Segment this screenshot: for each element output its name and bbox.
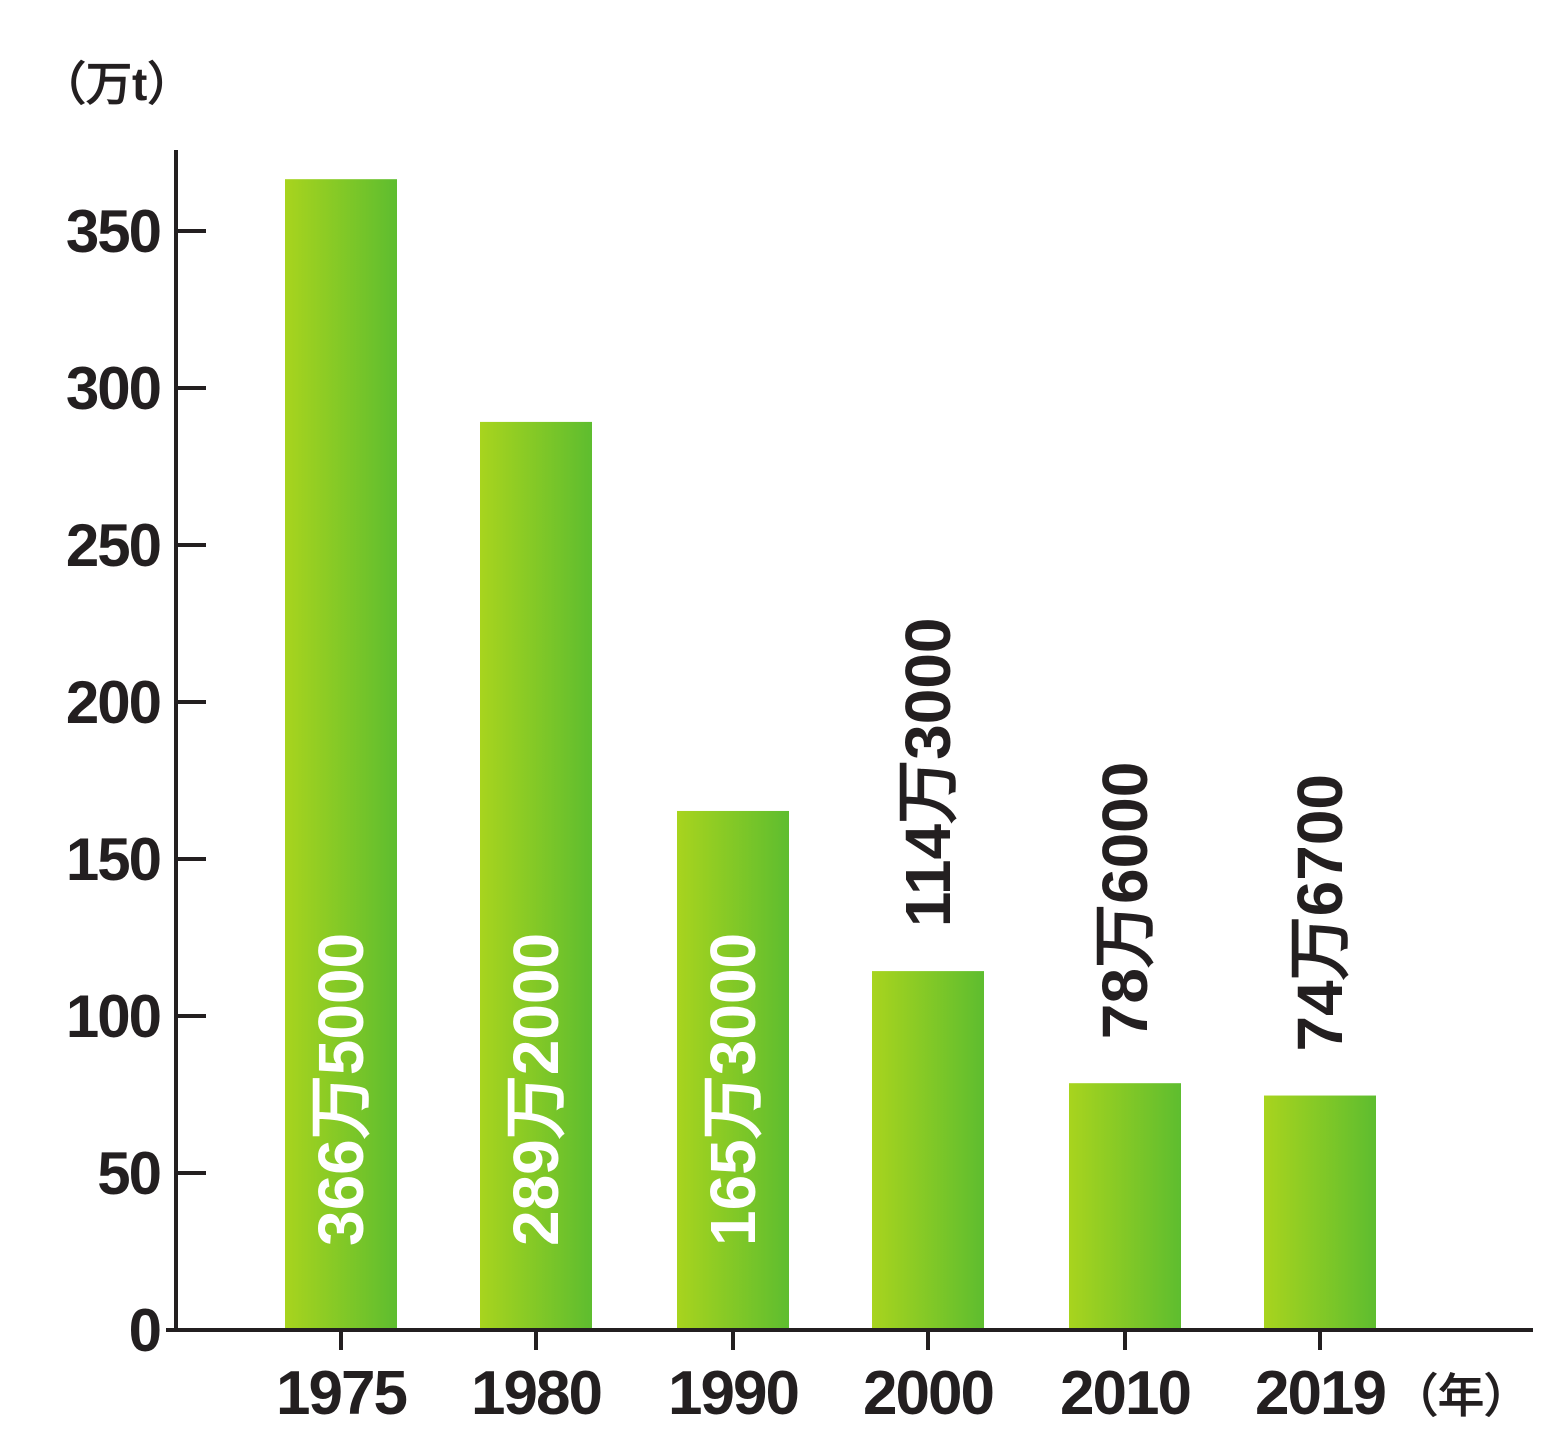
y-tick-label-100: 100 — [66, 983, 160, 1050]
bar-1975 — [285, 179, 397, 1331]
y-axis-unit-label: （万t） — [40, 58, 193, 110]
x-tick-label-2010: 2010 — [1060, 1359, 1190, 1428]
bar-1990 — [677, 810, 789, 1330]
bar-2010 — [1069, 1083, 1181, 1330]
labels-layer: 0 50 100 150 200 250 300 350 1975 1980 1990 2000 201… — [66, 198, 1530, 1428]
y-tick-label-300: 300 — [66, 355, 160, 422]
x-tick-label-2019: 2019 — [1255, 1359, 1385, 1428]
y-tick-label-0: 0 — [129, 1297, 160, 1364]
x-axis-unit-label: （年） — [1392, 1370, 1530, 1422]
x-tick-label-1975: 1975 — [276, 1359, 406, 1428]
x-tick-label-1980: 1980 — [471, 1359, 601, 1428]
y-tick-label-150: 150 — [66, 826, 160, 893]
y-tick-label-350: 350 — [66, 198, 160, 265]
bar-2019 — [1264, 1095, 1376, 1330]
bars-layer — [285, 179, 1376, 1331]
data-label-1975: 366万5000 — [305, 933, 377, 1246]
y-tick-label-250: 250 — [66, 512, 160, 579]
axis-layer — [166, 150, 1533, 1350]
data-label-1990: 165万3000 — [697, 933, 769, 1246]
y-tick-label-200: 200 — [66, 669, 160, 736]
x-tick-label-1990: 1990 — [668, 1359, 798, 1428]
bar-1980 — [480, 421, 592, 1330]
bar-2000 — [872, 971, 984, 1330]
data-label-1980: 289万2000 — [500, 933, 572, 1246]
data-label-2019: 74万6700 — [1284, 774, 1356, 1052]
y-tick-label-50: 50 — [97, 1140, 160, 1207]
data-label-2010: 78万6000 — [1089, 762, 1161, 1040]
data-label-2000: 114万3000 — [892, 617, 964, 927]
x-tick-label-2000: 2000 — [863, 1359, 993, 1428]
